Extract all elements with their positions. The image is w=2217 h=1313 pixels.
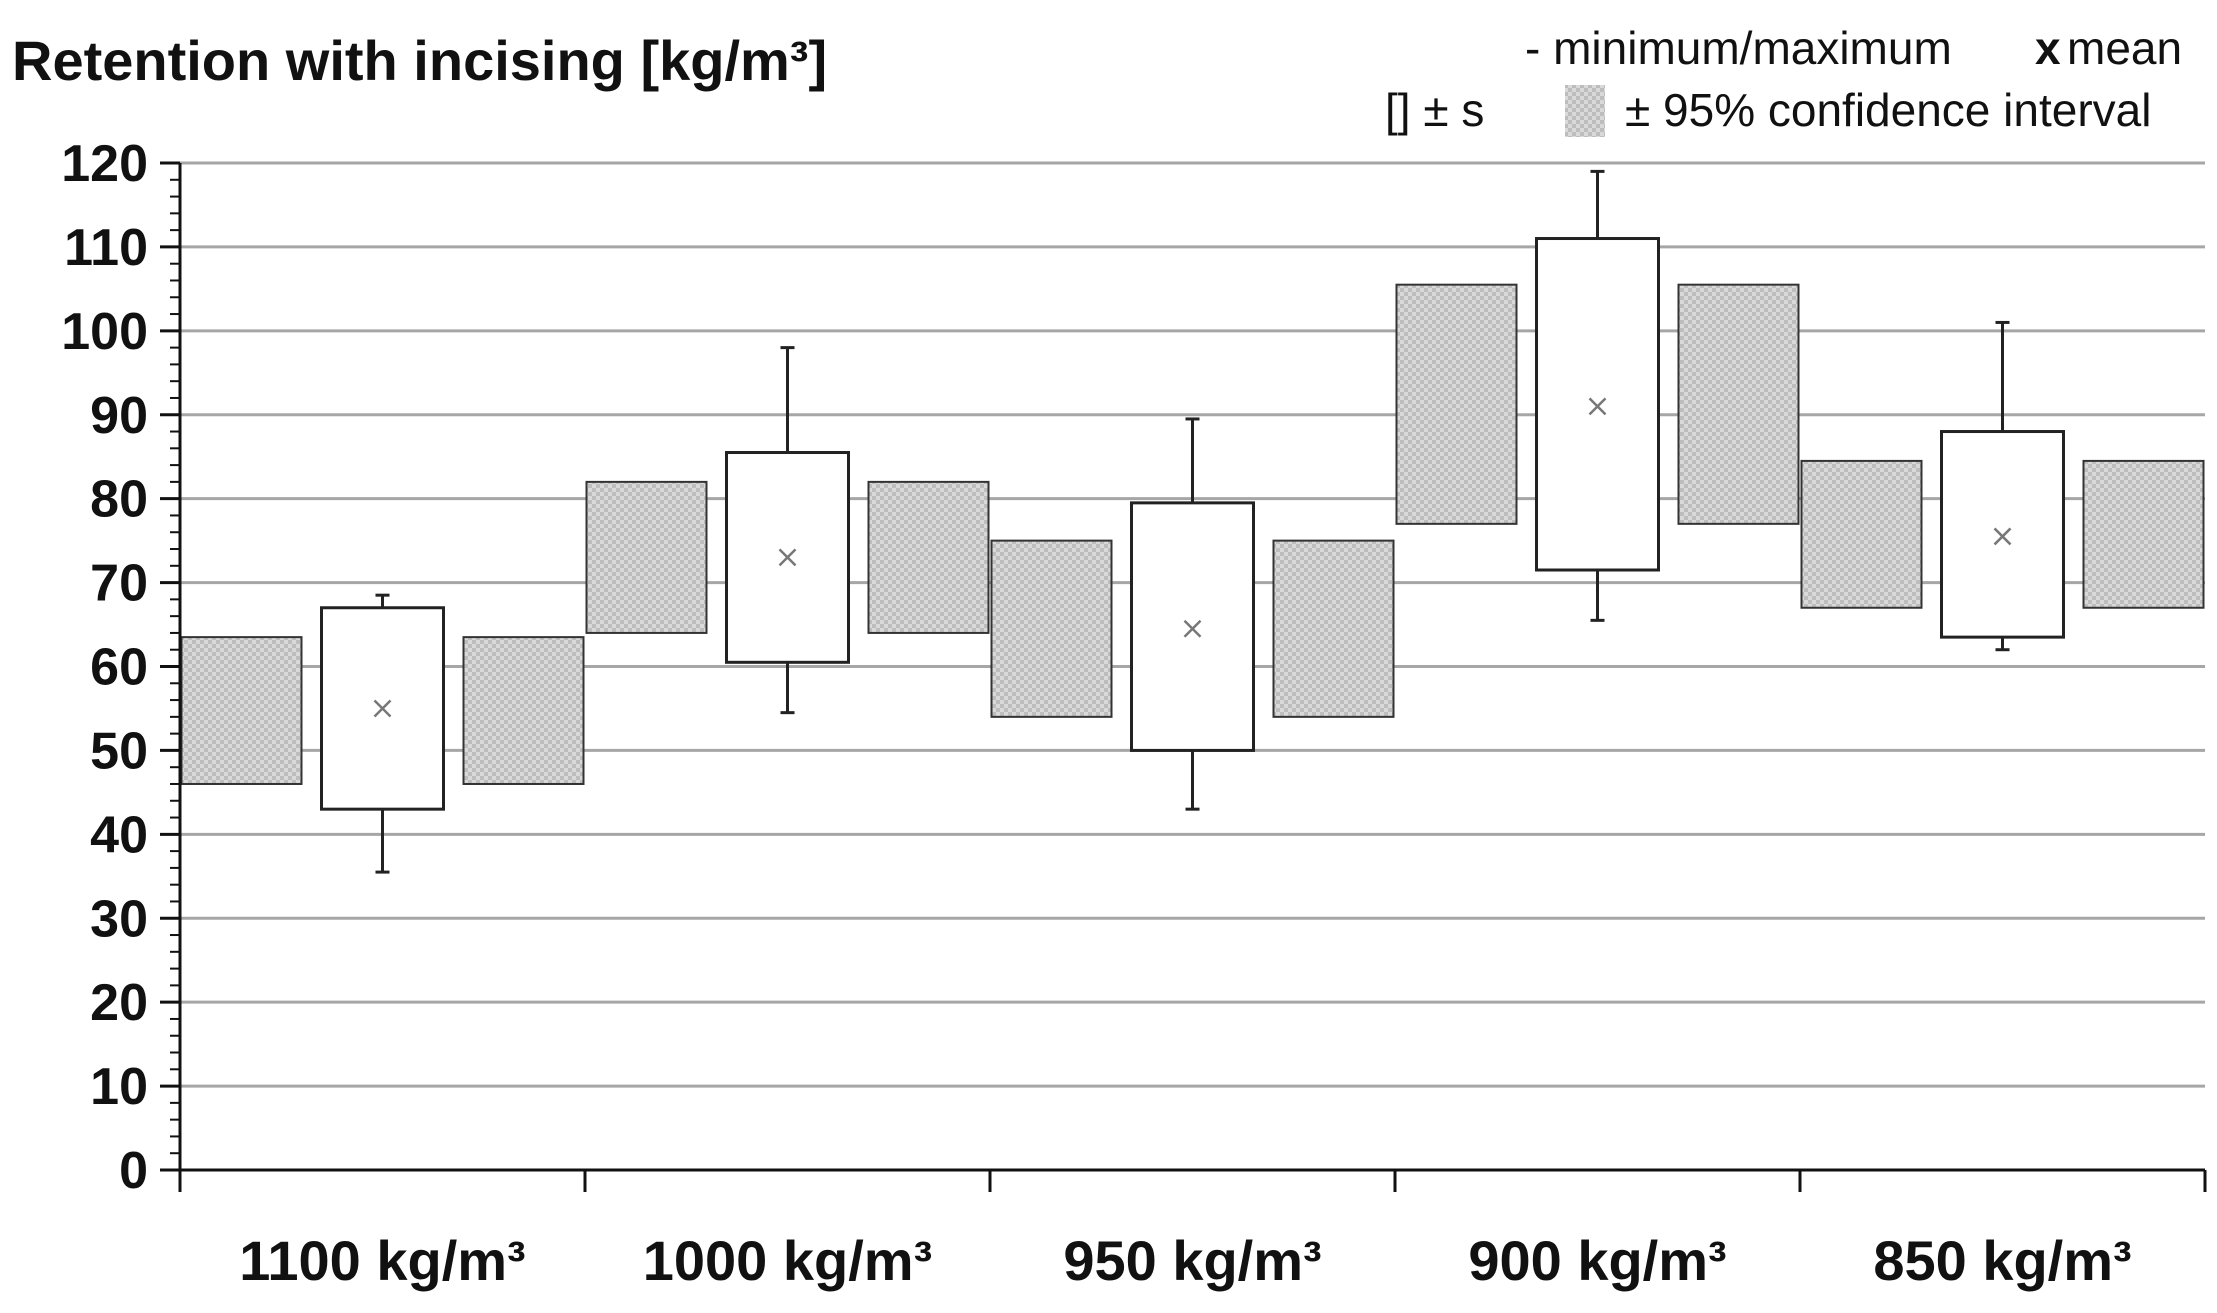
ci-bar-right (1272, 539, 1395, 718)
mean-marker (1183, 619, 1202, 638)
y-tick-label: 70 (90, 555, 148, 613)
y-tick-label: 60 (90, 639, 148, 697)
legend-minmax-label: - minimum/maximum (1525, 22, 1952, 74)
legend-mean-marker: x (2035, 22, 2061, 74)
y-axis-ticks: 0 10 20 30 40 50 60 70 80 90 100 110 120 (61, 135, 180, 1200)
ci-bar-right (867, 480, 990, 634)
x-axis-ticks: 1100 kg/m³ 1000 kg/m³ 950 kg/m³ 900 kg/m³ 85… (178, 1170, 2207, 1292)
ci-bar-right (1677, 283, 1800, 525)
sd-box (1535, 237, 1660, 572)
y-tick-label: 30 (90, 890, 148, 948)
mean-marker (1993, 527, 2012, 546)
box-group (1800, 320, 2205, 652)
ci-bar-right (462, 636, 585, 785)
y-tick-label: 90 (90, 387, 148, 445)
ci-bar-right (2082, 459, 2205, 609)
chart-title: Retention with incising [kg/m³] (12, 29, 827, 92)
legend-mean-label: mean (2067, 22, 2182, 74)
y-tick-label: 50 (90, 722, 148, 780)
sd-box (1130, 501, 1255, 752)
y-tick-label: 10 (90, 1058, 148, 1116)
legend-ci-label: ± 95% confidence interval (1625, 84, 2151, 136)
ci-bar-left (1395, 283, 1518, 525)
box-group (1395, 169, 1800, 622)
y-tick-label: 20 (90, 974, 148, 1032)
mean-marker (373, 699, 392, 718)
y-tick-label: 40 (90, 806, 148, 864)
ci-bar-left (180, 636, 303, 785)
box-group (990, 417, 1395, 811)
y-tick-label: 110 (64, 219, 148, 277)
y-tick-label: 120 (61, 135, 148, 193)
box-group (585, 346, 990, 715)
boxes (180, 169, 2205, 874)
legend-sd-label: [] ± s (1385, 84, 1484, 136)
y-tick-label: 0 (119, 1142, 148, 1200)
x-tick-label: 1000 kg/m³ (643, 1229, 933, 1292)
sd-box (1940, 430, 2065, 639)
x-tick-label: 900 kg/m³ (1468, 1229, 1726, 1292)
legend: - minimum/maximum x mean [] ± s ± 95% co… (1385, 22, 2182, 137)
box-group (180, 593, 585, 874)
x-tick-label: 1100 kg/m³ (239, 1229, 525, 1292)
x-tick-label: 950 kg/m³ (1063, 1229, 1321, 1292)
y-tick-label: 100 (61, 303, 148, 361)
ci-bar-left (1800, 459, 1923, 609)
mean-marker (1588, 397, 1607, 416)
legend-ci-swatch (1565, 85, 1605, 137)
mean-marker (778, 548, 797, 567)
ci-bar-left (990, 539, 1113, 718)
x-tick-label: 850 kg/m³ (1873, 1229, 2131, 1292)
ci-bar-left (585, 480, 708, 634)
y-tick-label: 80 (90, 471, 148, 529)
